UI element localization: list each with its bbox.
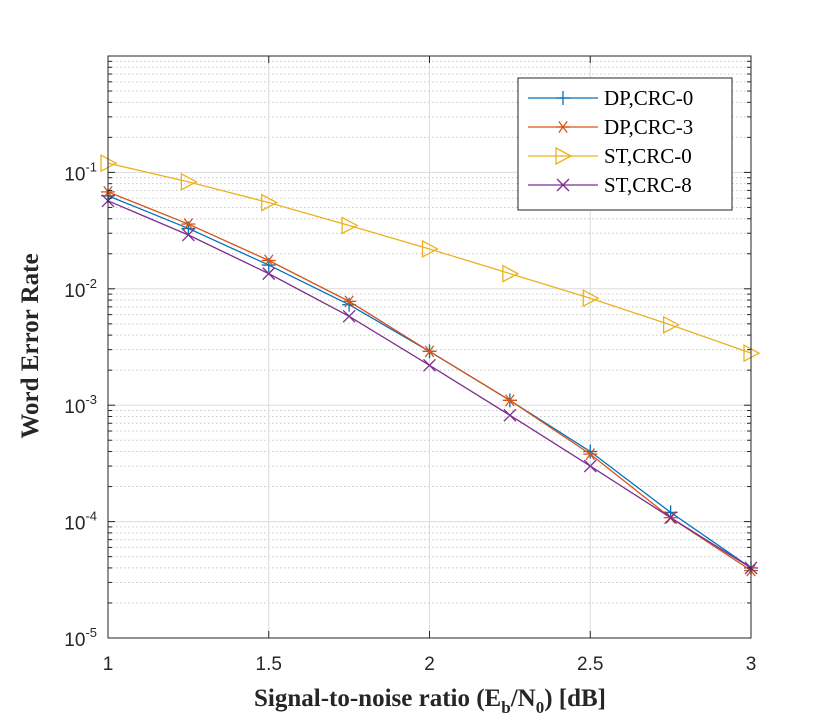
marker-x (503, 408, 517, 422)
marker-triangle-right (582, 289, 600, 308)
marker-asterisk (502, 394, 517, 407)
y-tick-label: 10-5 (64, 625, 97, 651)
y-tick-label: 10-1 (64, 159, 97, 185)
marker-asterisk (342, 295, 357, 308)
x-tick-label: 2 (424, 654, 435, 675)
legend-entry-dp-crc-0: DP,CRC-0 (528, 86, 693, 110)
ticks-layer (107, 56, 752, 639)
marker-x (423, 358, 436, 372)
legend-entry-st-crc-8: ST,CRC-8 (528, 173, 692, 197)
marker-x (342, 309, 356, 323)
x-tick-label: 2.5 (577, 654, 603, 675)
marker-plus (556, 91, 570, 105)
marker-asterisk (261, 254, 276, 267)
marker-asterisk (556, 121, 570, 133)
x-axis-label: Signal-to-noise ratio (Eb/N0) [dB] (254, 685, 606, 717)
x-tick-label: 1.5 (256, 654, 282, 675)
y-tick-label: 10-4 (64, 509, 97, 535)
legend-entry-st-crc-0: ST,CRC-0 (528, 144, 692, 168)
legend-box (517, 77, 733, 211)
series-line-st-crc-0 (107, 162, 752, 354)
marker-triangle-right (421, 239, 439, 259)
marker-triangle-right (555, 146, 573, 166)
marker-asterisk (181, 218, 196, 231)
marker-triangle-right (502, 264, 520, 283)
x-tick-label: 3 (746, 654, 757, 675)
marker-triangle-right (662, 315, 681, 334)
legend-label: DP,CRC-0 (604, 86, 693, 110)
marker-triangle-right (261, 193, 279, 212)
x-tick-labels: 1 1.5 2 2.5 3 (103, 654, 757, 675)
y-tick-labels: 10-5 10-4 10-3 10-2 10-1 (64, 159, 97, 651)
marker-asterisk (583, 448, 598, 461)
y-tick-label: 10-3 (64, 392, 97, 418)
major-grid (108, 56, 751, 638)
marker-triangle-right (180, 172, 198, 191)
y-axis-label: Word Error Rate (17, 253, 44, 438)
legend-entry-dp-crc-3: DP,CRC-3 (528, 115, 693, 139)
legend-label: ST,CRC-8 (604, 173, 692, 197)
marker-x (556, 178, 570, 192)
legend-label: DP,CRC-3 (604, 115, 693, 139)
y-tick-label: 10-2 (64, 276, 97, 302)
marker-x (583, 459, 597, 473)
marker-triangle-right (341, 216, 359, 235)
marker-x (181, 228, 195, 242)
legend: DP,CRC-0 DP,CRC-3 ST,CRC-0 ST,CRC-8 (517, 77, 733, 211)
x-tick-label: 1 (103, 654, 114, 675)
marker-asterisk (422, 345, 437, 358)
legend-label: ST,CRC-0 (604, 144, 692, 168)
marker-x (262, 267, 276, 281)
marker-x (664, 511, 678, 525)
